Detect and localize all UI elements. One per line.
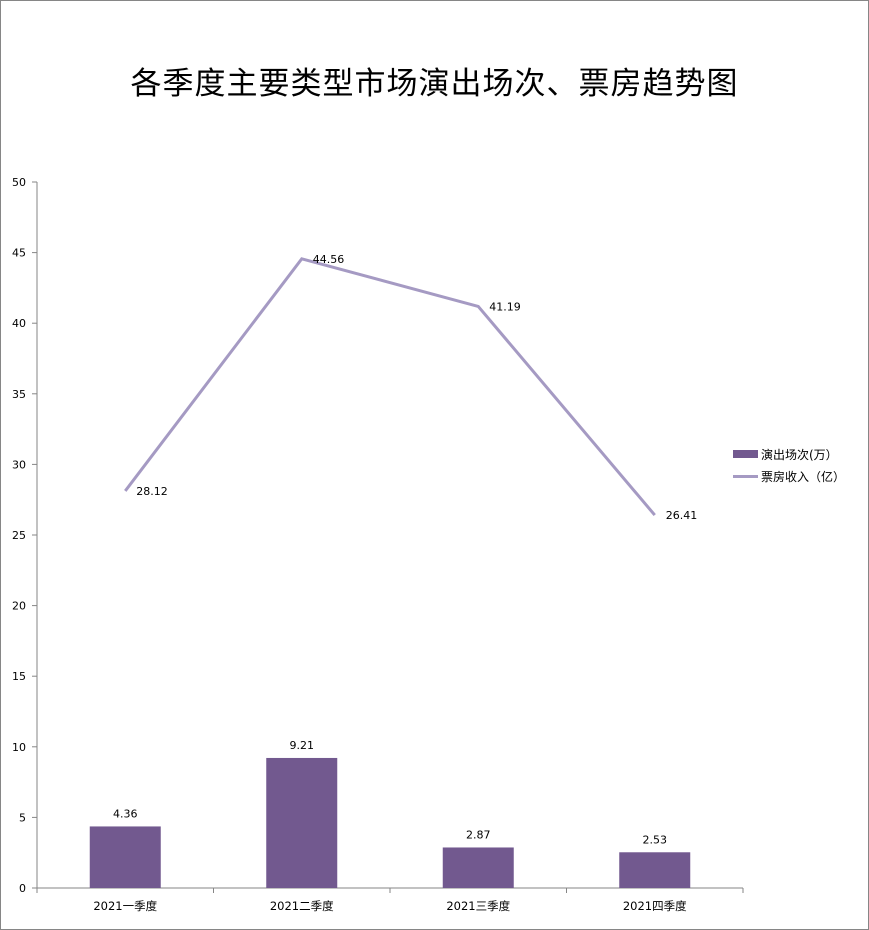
- legend-item-line: 票房收入（亿）: [733, 465, 845, 487]
- bar: [619, 852, 691, 888]
- legend-line-label: 票房收入（亿）: [761, 469, 846, 484]
- y-tick-label: 20: [12, 600, 26, 613]
- y-tick-label: 45: [12, 247, 26, 260]
- bar-data-label: 4.36: [113, 807, 138, 820]
- y-tick-label: 10: [12, 741, 26, 754]
- legend: 演出场次(万） 票房收入（亿）: [733, 443, 845, 487]
- line-data-label: 28.12: [136, 485, 168, 498]
- line-data-label: 44.56: [313, 253, 345, 266]
- chart-title: 各季度主要类型市场演出场次、票房趋势图: [130, 66, 739, 102]
- bar-series: [89, 757, 691, 888]
- bar: [266, 757, 338, 888]
- legend-item-bar: 演出场次(万）: [733, 443, 845, 465]
- line-series: [124, 257, 656, 517]
- legend-bar-label: 演出场次(万）: [761, 447, 838, 462]
- y-axis: 0 5 10 15 20 25 30 35 40 45 50: [12, 176, 38, 895]
- y-tick-label: 35: [12, 388, 26, 401]
- x-category-label: 2021二季度: [270, 899, 334, 913]
- bar: [89, 826, 161, 888]
- x-category-label: 2021四季度: [623, 899, 687, 913]
- x-category-label: 2021三季度: [446, 899, 510, 913]
- legend-line-swatch-icon: [733, 474, 758, 478]
- y-tick-label: 25: [12, 529, 26, 542]
- bar-data-label: 2.53: [643, 833, 668, 846]
- bar: [442, 847, 514, 888]
- y-tick-label: 15: [12, 670, 26, 683]
- x-category-label: 2021一季度: [93, 899, 157, 913]
- x-axis: 2021一季度 2021二季度 2021三季度 2021四季度: [36, 887, 744, 913]
- bar-data-label: 9.21: [290, 739, 315, 752]
- legend-bar-swatch-icon: [733, 450, 758, 458]
- y-tick-label: 0: [19, 882, 26, 895]
- data-labels: 4.36 9.21 2.87 2.53 28.12 44.56 41.19 26.41: [113, 253, 697, 846]
- y-tick-label: 30: [12, 458, 26, 471]
- line-data-label: 26.41: [666, 509, 698, 522]
- line-path: [124, 257, 656, 517]
- line-data-label: 41.19: [489, 300, 521, 313]
- bar-data-label: 2.87: [466, 828, 491, 841]
- y-tick-label: 5: [19, 811, 26, 824]
- y-tick-label: 50: [12, 176, 26, 189]
- y-tick-label: 40: [12, 317, 26, 330]
